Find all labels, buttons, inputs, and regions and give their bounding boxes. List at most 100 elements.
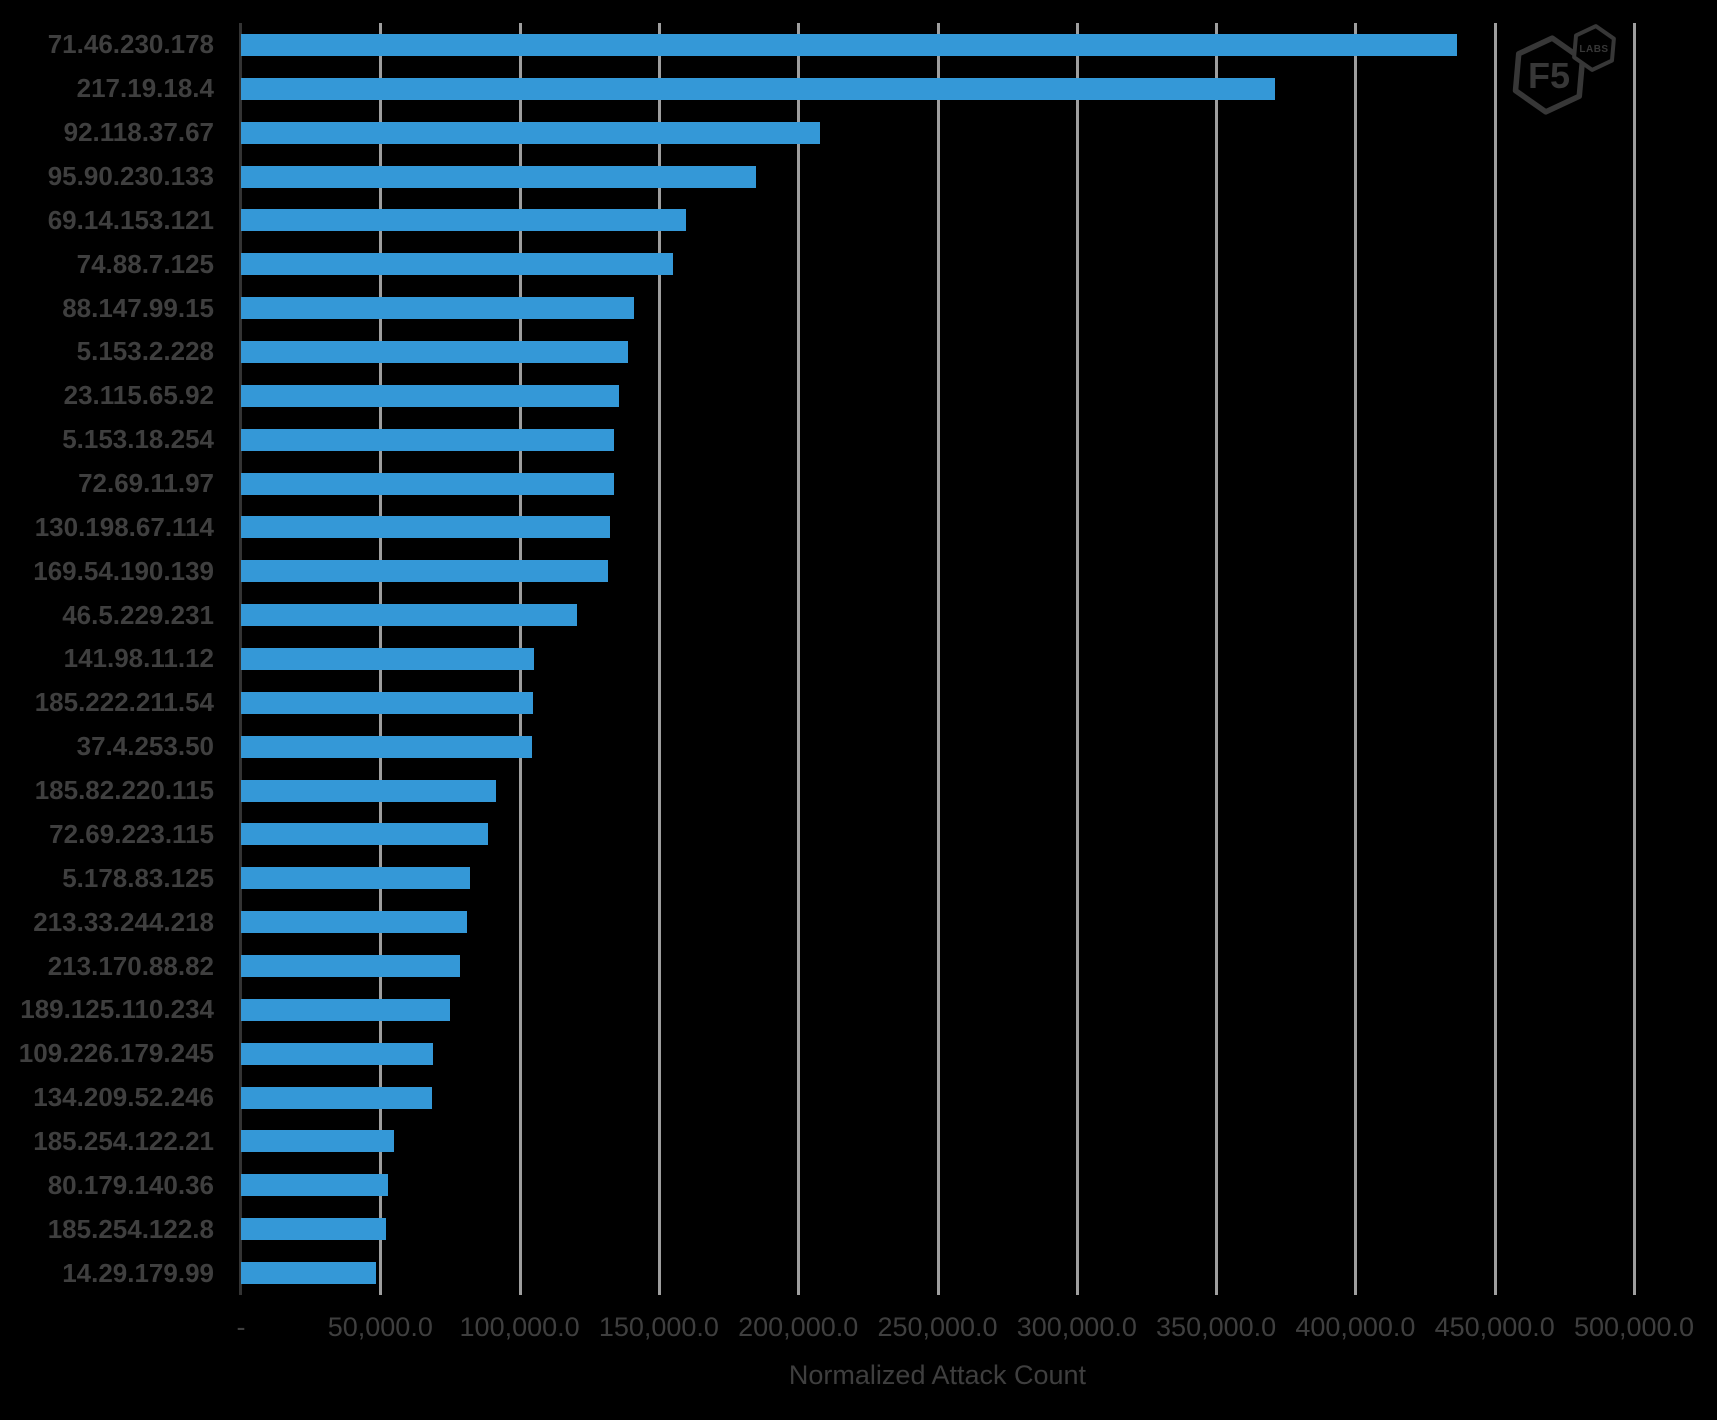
x-tick-label: 100,000.0 <box>459 1312 580 1342</box>
bar <box>241 428 615 451</box>
y-axis-label: 169.54.190.139 <box>33 555 214 586</box>
y-axis-label: 213.170.88.82 <box>47 950 214 981</box>
bar <box>241 253 674 276</box>
bar <box>241 779 496 802</box>
bar <box>241 1042 434 1065</box>
bar-row <box>241 23 1634 67</box>
bar <box>241 867 471 890</box>
y-axis-line <box>239 23 242 1295</box>
bar-row <box>241 944 1634 988</box>
y-axis-label: 5.178.83.125 <box>62 862 214 893</box>
bar <box>241 77 1276 100</box>
bar-row <box>241 330 1634 374</box>
y-axis-label: 185.254.122.21 <box>33 1125 214 1156</box>
y-axis-label: 189.125.110.234 <box>20 994 214 1025</box>
y-axis-label: 72.69.223.115 <box>49 818 214 849</box>
bar-row <box>241 549 1634 593</box>
bar-row <box>241 1032 1634 1076</box>
x-tick-label: 250,000.0 <box>877 1312 998 1342</box>
y-axis-label: 217.19.18.4 <box>76 73 214 104</box>
bar-row <box>241 505 1634 549</box>
gridline <box>1633 23 1636 1295</box>
y-axis-label: 95.90.230.133 <box>47 161 214 191</box>
bar-row <box>241 418 1634 462</box>
y-axis-label: 37.4.253.50 <box>76 731 214 762</box>
bar <box>241 165 757 188</box>
y-axis-label: 141.98.11.12 <box>63 643 214 674</box>
bar <box>241 1174 388 1197</box>
y-axis-label: 88.147.99.15 <box>62 292 214 323</box>
bar <box>241 384 620 407</box>
y-axis-label: 46.5.229.231 <box>62 599 214 630</box>
x-tick-label: 50,000.0 <box>327 1312 433 1342</box>
bar-row <box>241 1076 1634 1120</box>
logo-labs-text: LABS <box>1579 44 1608 55</box>
bar-row <box>241 856 1634 900</box>
y-axis-label: 109.226.179.245 <box>18 1038 214 1069</box>
bar <box>241 604 578 627</box>
bar-row <box>241 988 1634 1032</box>
plot-area <box>239 23 1636 1295</box>
y-axis-label: 71.46.230.178 <box>47 29 214 60</box>
bar <box>241 735 532 758</box>
bar-row <box>241 1120 1634 1164</box>
bar <box>241 1086 433 1109</box>
y-axis-label: 92.118.37.67 <box>63 117 214 148</box>
gridline <box>1354 23 1358 1295</box>
y-axis-label: 5.153.18.254 <box>62 424 214 455</box>
bar-row <box>241 681 1634 725</box>
bar <box>241 516 610 539</box>
gridline <box>1075 23 1079 1295</box>
bar-row <box>241 1163 1634 1207</box>
gridline <box>1493 23 1497 1295</box>
bar-row <box>241 155 1634 199</box>
bar <box>241 647 535 670</box>
gridline <box>657 23 661 1295</box>
x-tick-label: 150,000.0 <box>598 1312 719 1342</box>
y-axis-label: 5.153.2.228 <box>76 336 214 367</box>
bar <box>241 955 461 978</box>
x-tick-label: 450,000.0 <box>1434 1312 1555 1342</box>
bar-row <box>241 900 1634 944</box>
bar-row <box>241 769 1634 813</box>
y-axis-label: 213.33.244.218 <box>33 906 214 937</box>
bar <box>241 472 614 495</box>
y-axis-label: 69.14.153.121 <box>47 204 214 235</box>
bar-row <box>241 1251 1634 1295</box>
bar-row <box>241 593 1634 637</box>
x-axis-tick-labels: - 50,000.0 100,000.0 150,000.0 200,000.0 250,… <box>237 1312 1695 1358</box>
y-axis-label: 134.209.52.246 <box>33 1082 214 1113</box>
y-axis-label: 72.69.11.97 <box>78 468 214 499</box>
y-axis-label: 14.29.179.99 <box>62 1257 214 1288</box>
x-axis-title: Normalized Attack Count <box>788 1360 1087 1390</box>
bar-row <box>241 725 1634 769</box>
bar <box>241 691 533 714</box>
bar <box>241 823 489 846</box>
bar <box>241 340 628 363</box>
gridline <box>1215 23 1219 1295</box>
bar <box>241 121 821 144</box>
bar <box>241 209 686 232</box>
bar <box>241 297 634 320</box>
bar-row <box>241 813 1634 857</box>
bar <box>241 1262 377 1285</box>
bar <box>241 33 1458 56</box>
bar-row <box>241 462 1634 506</box>
bar-row <box>241 111 1634 155</box>
bar <box>241 1218 386 1241</box>
gridline <box>936 23 940 1295</box>
bar <box>241 1130 394 1153</box>
x-tick-label: 400,000.0 <box>1295 1312 1416 1342</box>
y-axis-label: 23.115.65.92 <box>63 380 214 411</box>
y-axis-label: 80.179.140.36 <box>47 1169 214 1200</box>
x-tick-label: 500,000.0 <box>1573 1312 1695 1342</box>
bar-row <box>241 67 1634 111</box>
x-tick-label: 350,000.0 <box>1156 1312 1277 1342</box>
bar-row <box>241 242 1634 286</box>
gridline <box>797 23 801 1295</box>
bar-row <box>241 637 1634 681</box>
logo-f5-text: F5 <box>1528 55 1570 96</box>
bar <box>241 911 467 934</box>
bar-row <box>241 286 1634 330</box>
